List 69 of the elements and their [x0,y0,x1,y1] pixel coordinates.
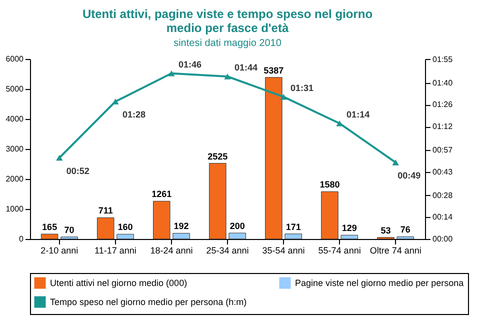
data-label: 01:44 [234,62,258,72]
x-tick-label: 11-17 anni [94,246,136,256]
y2-tick-label: 00:00 [432,234,454,244]
y2-tick-label: 00:43 [432,167,454,176]
y-tick-label: 5000 [6,84,24,94]
bar [172,232,190,240]
bar [40,234,58,240]
data-label: 711 [98,206,113,216]
data-label: 00:52 [66,166,90,176]
y2-tick-label: 01:40 [432,78,454,88]
y2-tick-label: 00:14 [432,212,454,222]
data-label: 70 [64,224,74,235]
y-tick-label: 0 [19,234,24,244]
y2-tick-label: 01:12 [432,122,454,131]
bar [321,191,338,240]
y2-tick-label: 01:26 [432,100,454,110]
bar [265,77,282,240]
bar [96,217,114,240]
bar [153,200,170,240]
data-label: 01:31 [290,82,314,93]
x-tick-label: 2-10 anni [40,246,78,256]
x-tick-label: 35-54 anni [262,246,305,256]
bar [228,232,246,240]
point [280,94,287,100]
bar [60,236,78,240]
y-tick-label: 3000 [6,144,24,154]
data-label: 1261 [152,189,172,200]
data-label: 01:46 [178,59,202,70]
y2-tick-label: 00:57 [432,145,454,154]
y-tick-label: 2000 [6,174,24,184]
legend-label: Tempo speso nel giorno medio per persona (h:m) [50,297,247,307]
data-label: 165 [42,222,58,232]
y-tick-label: 6000 [6,54,24,64]
point [392,160,399,166]
chart-title: Utenti attivi, pagine viste e tempo speso nel giorno medio per fasce d'età [82,7,373,35]
point [168,70,175,76]
y2-tick-label: 01:55 [432,54,454,64]
data-label: 160 [118,222,133,232]
bar [209,163,226,240]
point [56,154,63,161]
data-label: 76 [400,224,410,235]
x-tick-label: 18-24 anni [150,246,193,256]
x-tick-label: 25-34 anni [206,246,249,256]
legend-label: Utenti attivi nel giorno medio (000) [50,278,188,288]
point [224,74,231,80]
bar [284,234,302,240]
data-label: 00:49 [398,170,421,180]
data-label: 5387 [264,65,284,76]
point [336,120,343,126]
bar [116,234,134,240]
y-tick-label: 1000 [6,204,24,214]
point [112,98,119,104]
bar [396,236,414,240]
data-label: 01:14 [346,109,370,120]
data-label: 129 [342,223,357,234]
data-label: 171 [286,222,301,232]
data-label: 2525 [208,151,228,162]
y-tick-label: 4000 [6,114,24,124]
data-label: 01:28 [122,110,146,120]
data-label: 53 [380,225,391,236]
y2-tick-label: 00:28 [432,190,454,200]
bar [340,234,358,240]
chart-subtitle: sintesi dati maggio 2010 [174,38,282,49]
data-label: 1580 [320,180,340,190]
data-label: 192 [174,221,189,232]
x-tick-label: Oltre 74 anni [370,246,422,256]
x-tick-label: 55-74 anni [318,246,361,256]
data-label: 200 [230,221,245,231]
legend-label: Pagine viste nel giorno medio per persona [295,278,464,288]
